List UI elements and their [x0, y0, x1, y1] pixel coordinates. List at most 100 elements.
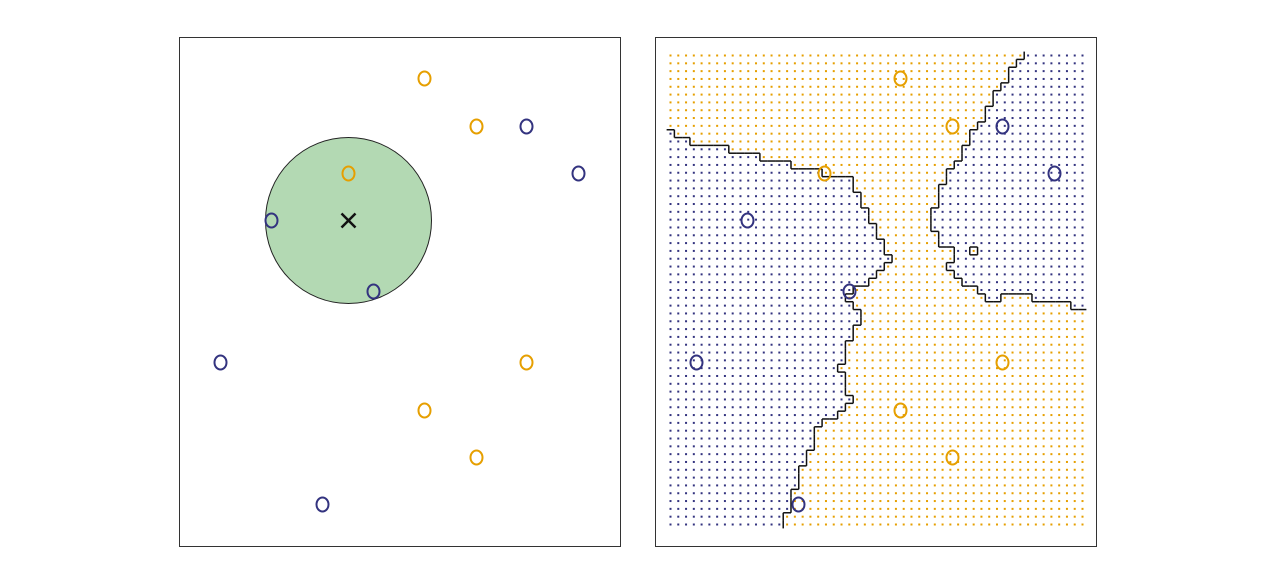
grid-dot	[995, 203, 998, 206]
grid-dot	[848, 132, 851, 135]
grid-dot	[778, 492, 781, 495]
grid-dot	[887, 226, 890, 229]
grid-dot	[700, 117, 703, 120]
grid-dot	[786, 429, 789, 432]
grid-dot	[824, 77, 827, 80]
grid-dot	[918, 507, 921, 510]
grid-dot	[1081, 281, 1084, 284]
grid-dot	[941, 328, 944, 331]
grid-dot	[685, 210, 688, 213]
grid-dot	[1027, 124, 1030, 127]
grid-dot	[1058, 484, 1061, 487]
grid-dot	[778, 507, 781, 510]
grid-dot	[941, 289, 944, 291]
grid-dot	[1058, 132, 1061, 135]
grid-dot	[1073, 156, 1076, 159]
grid-dot	[832, 156, 835, 159]
grid-dot	[926, 70, 929, 73]
grid-dot	[933, 218, 936, 221]
grid-dot	[692, 429, 695, 432]
grid-dot	[926, 156, 929, 159]
grid-dot	[926, 523, 929, 526]
grid-dot	[809, 265, 812, 268]
grid-dot	[1019, 374, 1022, 377]
grid-dot	[840, 109, 843, 112]
grid-dot	[887, 281, 890, 284]
grid-dot	[1034, 414, 1037, 417]
grid-dot	[832, 468, 835, 471]
grid-dot	[941, 312, 944, 315]
grid-dot	[685, 500, 688, 503]
grid-dot	[809, 249, 812, 252]
grid-dot	[964, 421, 967, 424]
grid-dot	[731, 414, 734, 417]
grid-dot	[957, 242, 960, 245]
grid-dot	[817, 163, 820, 166]
grid-dot	[902, 156, 905, 159]
grid-dot	[700, 374, 703, 377]
grid-dot	[762, 421, 765, 424]
grid-dot	[755, 179, 758, 182]
grid-dot	[902, 296, 905, 299]
grid-dot	[685, 124, 688, 127]
grid-dot	[902, 234, 905, 237]
grid-dot	[1011, 343, 1014, 346]
grid-dot	[770, 500, 773, 503]
grid-dot	[988, 195, 991, 198]
grid-dot	[980, 460, 983, 463]
grid-dot	[762, 281, 765, 284]
grid-dot	[747, 289, 750, 291]
grid-dot	[871, 453, 874, 456]
grid-dot	[716, 226, 719, 229]
grid-dot	[669, 281, 672, 284]
grid-dot	[933, 320, 936, 323]
grid-dot	[817, 249, 820, 252]
grid-dot	[817, 203, 820, 206]
grid-dot	[669, 179, 672, 182]
point	[519, 354, 534, 371]
grid-dot	[964, 62, 967, 65]
grid-dot	[692, 507, 695, 510]
grid-dot	[1081, 218, 1084, 221]
grid-dot	[995, 328, 998, 331]
grid-dot	[793, 359, 796, 362]
grid-dot	[778, 195, 781, 198]
grid-dot	[832, 148, 835, 151]
grid-dot	[1058, 414, 1061, 417]
grid-dot	[685, 101, 688, 104]
grid-dot	[949, 171, 952, 174]
grid-dot	[879, 156, 882, 159]
grid-dot	[801, 476, 804, 479]
grid-dot	[995, 281, 998, 284]
grid-dot	[1065, 359, 1068, 362]
grid-dot	[894, 507, 897, 510]
grid-dot	[1073, 117, 1076, 120]
grid-dot	[1073, 140, 1076, 143]
grid-dot	[677, 210, 680, 213]
grid-dot	[1058, 390, 1061, 393]
grid-dot	[926, 382, 929, 385]
grid-dot	[731, 70, 734, 73]
grid-dot	[723, 281, 726, 284]
grid-dot	[1003, 320, 1006, 323]
grid-dot	[871, 171, 874, 174]
grid-dot	[863, 312, 866, 315]
grid-dot	[755, 163, 758, 166]
grid-dot	[669, 421, 672, 424]
grid-dot	[902, 523, 905, 526]
grid-dot	[1034, 328, 1037, 331]
grid-dot	[949, 62, 952, 65]
grid-dot	[1019, 257, 1022, 260]
grid-dot	[910, 163, 913, 166]
grid-dot	[770, 328, 773, 331]
grid-dot	[988, 304, 991, 307]
grid-dot	[677, 359, 680, 362]
grid-dot	[933, 54, 936, 57]
grid-dot	[755, 445, 758, 448]
grid-dot	[1081, 500, 1084, 503]
grid-dot	[770, 390, 773, 393]
grid-dot	[1050, 414, 1053, 417]
grid-dot	[871, 390, 874, 393]
grid-dot	[894, 289, 897, 291]
grid-dot	[793, 328, 796, 331]
